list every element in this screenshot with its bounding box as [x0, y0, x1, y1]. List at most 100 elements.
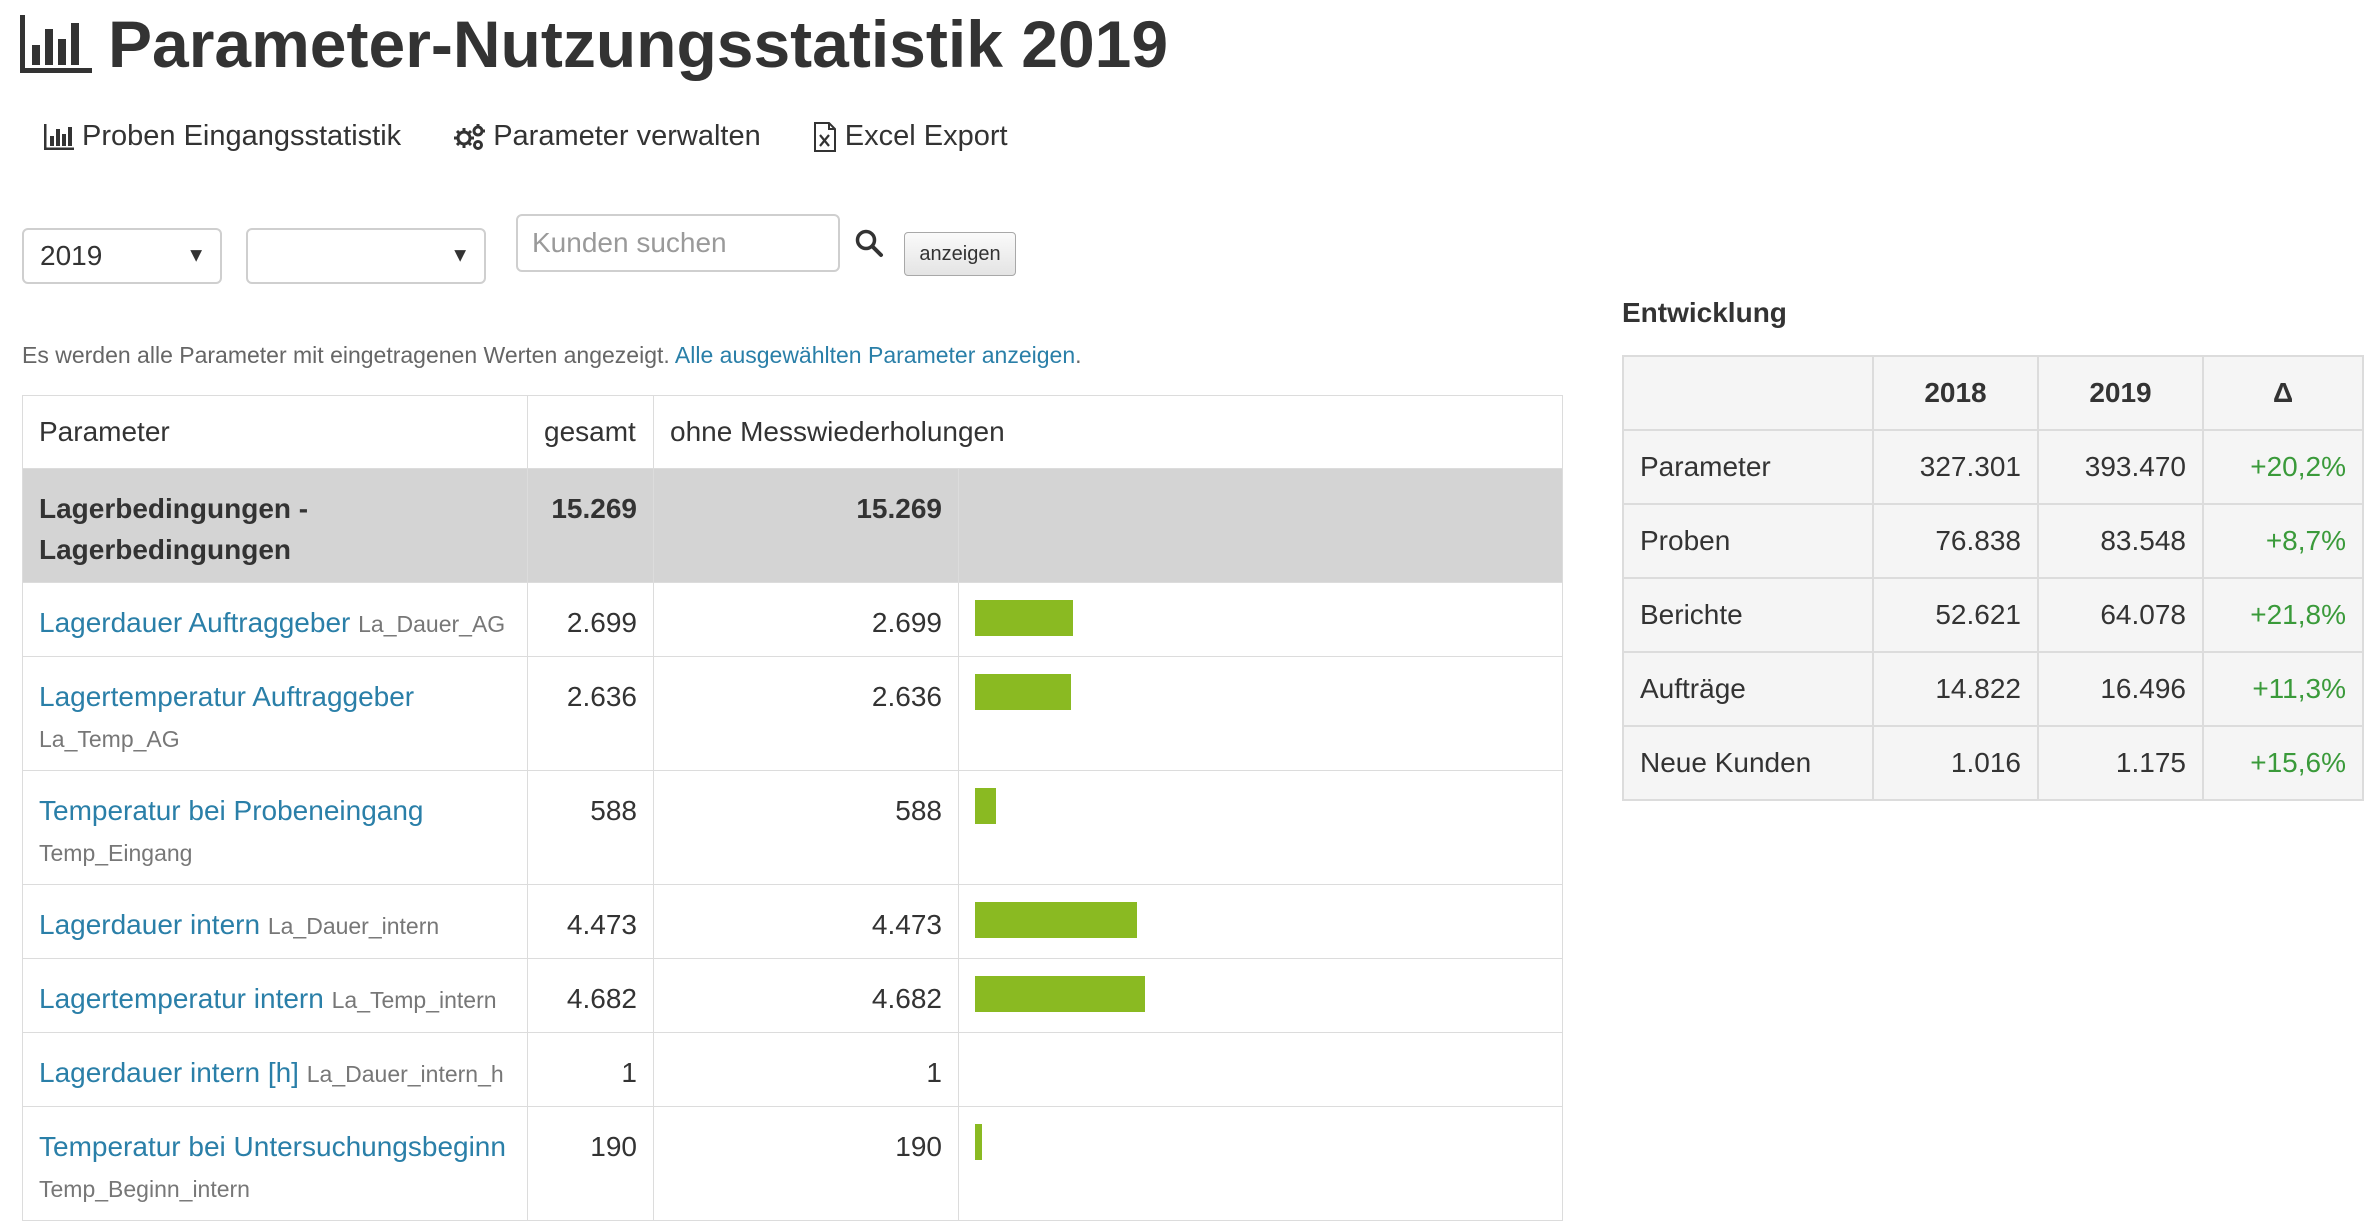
bar-cell: [958, 884, 1563, 959]
group-name: Lagerbedingungen - Lagerbedingungen: [22, 468, 528, 583]
total-value: 588: [527, 770, 654, 885]
total-value: 190: [527, 1106, 654, 1221]
table-row: Lagertemperatur Auftraggeber La_Temp_AG …: [22, 656, 1563, 771]
group-without-repeats: 15.269: [653, 468, 959, 583]
caret-down-icon: ▼: [186, 244, 206, 267]
year-select-value: 2019: [40, 240, 103, 271]
group-total: 15.269: [527, 468, 654, 583]
excel-export-link[interactable]: Excel Export: [813, 120, 1008, 153]
value-2019: 16.496: [2037, 651, 2204, 727]
search-icon[interactable]: [854, 228, 884, 263]
show-all-parameters-link[interactable]: Alle ausgewählten Parameter anzeigen: [674, 342, 1076, 368]
value-2018: 76.838: [1872, 503, 2039, 579]
development-row: Berichte 52.621 64.078 +21,8%: [1622, 577, 2364, 653]
value-2019: 1.175: [2037, 725, 2204, 801]
parameter-code: La_Temp_AG: [39, 726, 180, 752]
proben-eingangsstatistik-link[interactable]: Proben Eingangsstatistik: [44, 120, 401, 153]
show-button[interactable]: anzeigen: [904, 232, 1016, 276]
table-row: Lagertemperatur intern La_Temp_intern 4.…: [22, 958, 1563, 1033]
value-2018: 1.016: [1872, 725, 2039, 801]
column-header-parameter: Parameter: [22, 395, 528, 469]
bar-cell: [958, 1032, 1563, 1107]
delta-value: +20,2%: [2202, 429, 2364, 505]
development-row: Neue Kunden 1.016 1.175 +15,6%: [1622, 725, 2364, 801]
without-repeats-value: 2.636: [653, 656, 959, 771]
usage-bar: [975, 902, 1137, 938]
value-2019: 64.078: [2037, 577, 2204, 653]
total-value: 4.682: [527, 958, 654, 1033]
development-label: Neue Kunden: [1622, 725, 1874, 801]
usage-bar: [975, 1124, 982, 1160]
customer-search-input[interactable]: [516, 214, 840, 272]
group-row: Lagerbedingungen - Lagerbedingungen 15.2…: [22, 468, 1563, 583]
total-value: 1: [527, 1032, 654, 1107]
value-2018: 52.621: [1872, 577, 2039, 653]
total-value: 4.473: [527, 884, 654, 959]
table-row: Temperatur bei Untersuchungsbeginn Temp_…: [22, 1106, 1563, 1221]
development-table: 2018 2019 Δ Parameter 327.301 393.470 +2…: [1622, 355, 2364, 801]
bar-cell: [958, 1106, 1563, 1221]
parameter-code: Temp_Beginn_intern: [39, 1176, 250, 1202]
secondary-select[interactable]: ▼: [246, 228, 486, 284]
development-header-empty: [1622, 355, 1874, 431]
delta-value: +8,7%: [2202, 503, 2364, 579]
column-header-total: gesamt: [527, 395, 654, 469]
bar-cell: [958, 958, 1563, 1033]
excel-file-icon: [813, 121, 837, 152]
development-label: Proben: [1622, 503, 1874, 579]
parameter-link[interactable]: Lagerdauer Auftraggeber: [39, 607, 351, 638]
bar-cell: [958, 656, 1563, 771]
parameter-link[interactable]: Lagertemperatur intern: [39, 983, 324, 1014]
delta-value: +15,6%: [2202, 725, 2364, 801]
info-text: Es werden alle Parameter mit eingetragen…: [22, 342, 670, 368]
parameter-verwalten-link[interactable]: Parameter verwalten: [453, 120, 761, 153]
development-label: Berichte: [1622, 577, 1874, 653]
parameter-code: La_Temp_intern: [331, 987, 497, 1013]
page-title-text: Parameter-Nutzungsstatistik 2019: [108, 7, 1169, 81]
development-header-2019: 2019: [2037, 355, 2204, 431]
table-row: Lagerdauer Auftraggeber La_Dauer_AG 2.69…: [22, 582, 1563, 657]
table-row: Lagerdauer intern La_Dauer_intern 4.473 …: [22, 884, 1563, 959]
usage-bar: [975, 600, 1073, 636]
usage-bar: [975, 976, 1145, 1012]
page-title: Parameter-Nutzungsstatistik 2019: [20, 6, 1168, 82]
without-repeats-value: 2.699: [653, 582, 959, 657]
toolbar: Proben Eingangsstatistik Parameter verwa…: [44, 120, 1008, 153]
bar-chart-icon: [20, 15, 92, 73]
parameter-link[interactable]: Lagertemperatur Auftraggeber: [39, 681, 415, 712]
parameter-code: Temp_Eingang: [39, 840, 193, 866]
delta-value: +11,3%: [2202, 651, 2364, 727]
development-header-delta: Δ: [2202, 355, 2364, 431]
without-repeats-value: 588: [653, 770, 959, 885]
total-value: 2.636: [527, 656, 654, 771]
parameter-link[interactable]: Lagerdauer intern [h]: [39, 1057, 299, 1088]
parameter-link[interactable]: Lagerdauer intern: [39, 909, 261, 940]
value-2018: 327.301: [1872, 429, 2039, 505]
bar-chart-icon: [44, 123, 74, 150]
development-title: Entwicklung: [1622, 297, 1787, 328]
value-2019: 393.470: [2037, 429, 2204, 505]
parameter-code: La_Dauer_AG: [358, 611, 506, 637]
toolbar-label: Proben Eingangsstatistik: [82, 120, 402, 152]
bar-cell: [958, 770, 1563, 885]
without-repeats-value: 190: [653, 1106, 959, 1221]
development-header-row: 2018 2019 Δ: [1622, 355, 2364, 431]
caret-down-icon: ▼: [450, 244, 470, 267]
development-row: Aufträge 14.822 16.496 +11,3%: [1622, 651, 2364, 727]
parameter-link[interactable]: Temperatur bei Probeneingang: [39, 795, 424, 826]
gears-icon: [453, 123, 486, 151]
value-2019: 83.548: [2037, 503, 2204, 579]
parameter-table: Parameter gesamt ohne Messwiederholungen…: [22, 395, 1563, 1221]
without-repeats-value: 4.682: [653, 958, 959, 1033]
value-2018: 14.822: [1872, 651, 2039, 727]
development-label: Parameter: [1622, 429, 1874, 505]
year-select[interactable]: 2019 ▼: [22, 228, 222, 284]
without-repeats-value: 1: [653, 1032, 959, 1107]
development-row: Proben 76.838 83.548 +8,7%: [1622, 503, 2364, 579]
parameter-code: La_Dauer_intern: [267, 913, 440, 939]
table-row: Lagerdauer intern [h] La_Dauer_intern_h …: [22, 1032, 1563, 1107]
development-row: Parameter 327.301 393.470 +20,2%: [1622, 429, 2364, 505]
column-header-without-repeats: ohne Messwiederholungen: [653, 395, 1563, 469]
development-label: Aufträge: [1622, 651, 1874, 727]
parameter-link[interactable]: Temperatur bei Untersuchungsbeginn: [39, 1131, 506, 1162]
